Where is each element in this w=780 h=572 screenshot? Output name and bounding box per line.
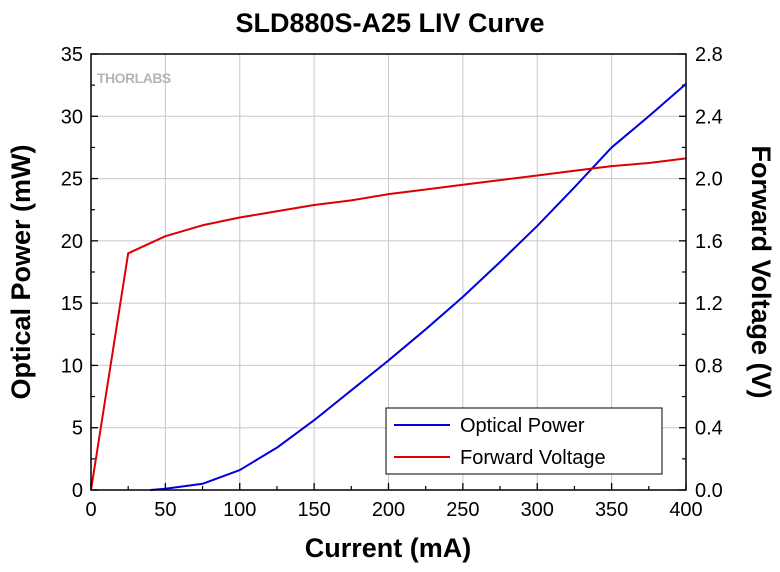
- y-right-tick-label: 1.6: [695, 231, 723, 253]
- y-left-tick-label: 35: [61, 44, 83, 66]
- y-left-tick-label: 5: [72, 418, 83, 440]
- series-line-forward-voltage: [90, 157, 687, 491]
- series-layer: [90, 83, 687, 491]
- y-right-tick-label: 2.8: [695, 44, 723, 66]
- x-tick-label: 100: [223, 499, 256, 521]
- plot-frame: [90, 53, 687, 491]
- chart-title: SLD880S-A25 LIV Curve: [235, 8, 544, 38]
- x-tick-label: 200: [372, 499, 405, 521]
- y-left-tick-labels: 0 5 10 15 20 25 30 35: [61, 44, 83, 502]
- y-left-tick-label: 10: [61, 355, 83, 377]
- x-tick-label: 350: [595, 499, 628, 521]
- y-right-tick-label: 2.0: [695, 169, 723, 191]
- y-right-tick-labels: 0.0 0.4 0.8 1.2 1.6 2.0 2.4 2.8: [695, 44, 723, 502]
- x-tick-label: 300: [521, 499, 554, 521]
- x-tick-label: 150: [297, 499, 330, 521]
- y-right-tick-label: 0.4: [695, 418, 723, 440]
- series-line-optical-power: [150, 83, 687, 491]
- y-right-tick-label: 1.2: [695, 293, 723, 315]
- grid-lines: [91, 54, 686, 490]
- y-left-tick-label: 30: [61, 106, 83, 128]
- axis-ticks: [90, 53, 687, 491]
- y-right-tick-label: 0.8: [695, 355, 723, 377]
- y-left-axis-label: Optical Power (mW): [6, 144, 36, 399]
- y-right-tick-label: 2.4: [695, 106, 723, 128]
- legend-label-forward-voltage: Forward Voltage: [460, 447, 606, 469]
- y-right-axis-label: Forward Voltage (V): [746, 145, 776, 398]
- x-tick-label: 0: [85, 499, 96, 521]
- x-tick-label: 250: [446, 499, 479, 521]
- x-tick-label: 400: [669, 499, 702, 521]
- y-left-tick-label: 0: [72, 480, 83, 502]
- y-left-tick-label: 25: [61, 169, 83, 191]
- y-right-tick-label: 0.0: [695, 480, 723, 502]
- y-left-tick-label: 15: [61, 293, 83, 315]
- legend-label-optical-power: Optical Power: [460, 415, 585, 437]
- legend-box: [385, 407, 663, 475]
- x-tick-label: 50: [154, 499, 176, 521]
- watermark-logo: THORLABS: [97, 70, 171, 86]
- x-tick-labels: 0 50 100 150 200 250 300 350 400: [85, 499, 702, 521]
- x-axis-label: Current (mA): [305, 533, 472, 563]
- legend: Optical Power Forward Voltage: [385, 407, 663, 475]
- y-left-tick-label: 20: [61, 231, 83, 253]
